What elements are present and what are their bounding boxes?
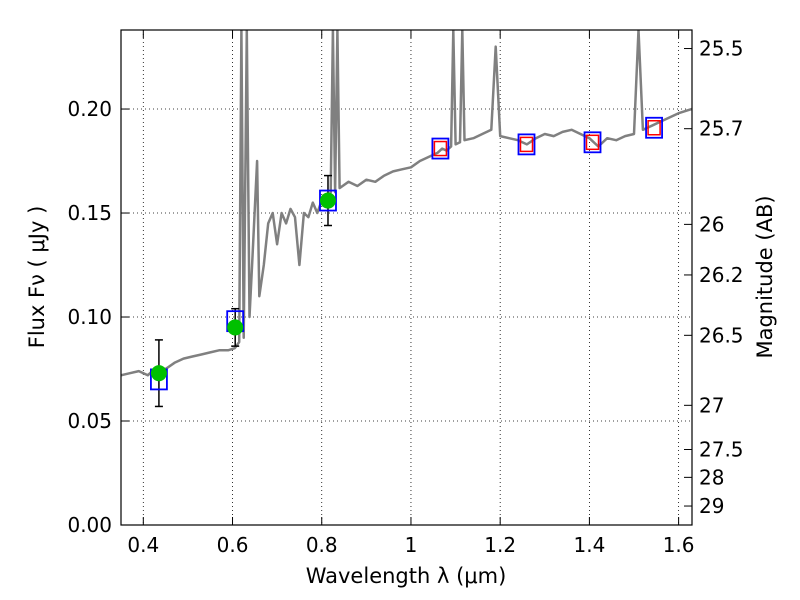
y2-axis-title: Magnitude (AB) <box>753 195 777 358</box>
band-flux-box <box>431 137 450 160</box>
band-flux-box <box>583 131 602 154</box>
upper-limit-box <box>647 120 661 136</box>
mag-tick-label: 25.5 <box>699 37 744 61</box>
observed-point <box>150 365 167 382</box>
mag-tick-label: 28 <box>699 465 724 489</box>
y-tick-label: 0.15 <box>67 201 112 225</box>
band-flux-box <box>517 133 536 156</box>
y-tick-label: 0.20 <box>67 97 112 121</box>
mag-tick-label: 29 <box>699 494 724 518</box>
grid <box>121 30 692 525</box>
plot-frame <box>120 29 693 526</box>
mag-tick-label: 25.7 <box>699 117 744 141</box>
x-tick-label: 1 <box>405 533 418 557</box>
x-tick-label: 1.2 <box>484 533 516 557</box>
mag-tick-label: 26.5 <box>699 323 744 347</box>
mag-tick-label: 26 <box>699 212 724 236</box>
upper-limit-box <box>585 134 600 151</box>
y-tick-label: 0.05 <box>67 409 112 433</box>
model-spectrum-line <box>121 30 692 377</box>
x-tick-label: 0.4 <box>127 533 159 557</box>
mag-tick-label: 27.5 <box>699 437 744 461</box>
marker-layer <box>150 116 663 408</box>
tick-layer: 0.4 0.6 0.8 1 1.2 1.4 1.6 0.00 0.05 0.10 0.15 0.20 2… <box>67 30 744 557</box>
y-tick-label: 0.00 <box>67 513 112 537</box>
x-tick-label: 0.6 <box>217 533 249 557</box>
y-axis-title: Flux Fν ( μJy ) <box>25 206 49 349</box>
y-tick-label: 0.10 <box>67 305 112 329</box>
x-tick-label: 1.4 <box>573 533 605 557</box>
band-flux-box <box>645 116 663 139</box>
x-tick-label: 0.8 <box>306 533 338 557</box>
observed-point <box>227 319 244 336</box>
observed-point <box>319 192 336 209</box>
mag-tick-label: 27 <box>699 393 724 417</box>
upper-limit-box <box>519 136 534 153</box>
model-spectrum-layer <box>121 30 692 377</box>
x-tick-label: 1.6 <box>663 533 695 557</box>
mag-tick-label: 26.2 <box>699 263 744 287</box>
x-axis-title: Wavelength λ (μm) <box>306 564 507 588</box>
upper-limit-box <box>433 140 448 157</box>
